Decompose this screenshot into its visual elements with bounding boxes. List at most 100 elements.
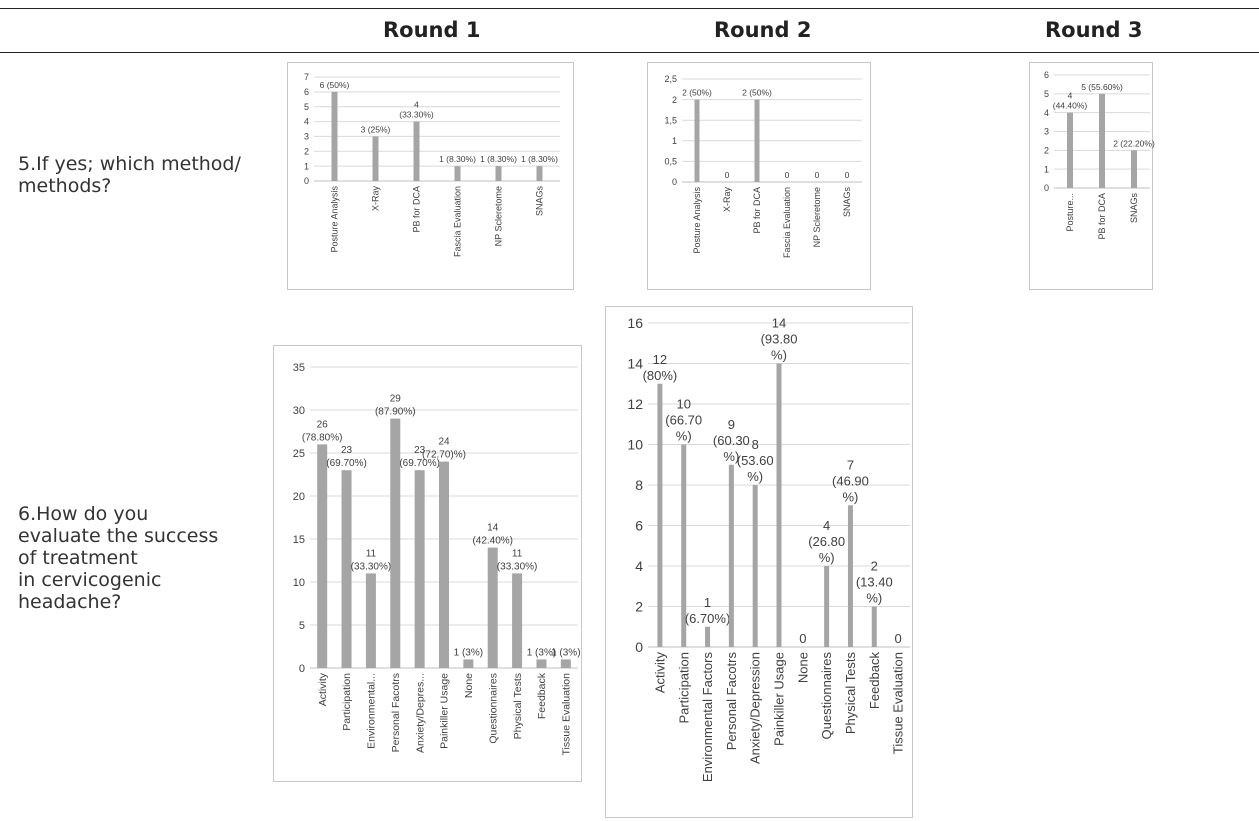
- y-tick-label: 14: [627, 355, 643, 371]
- data-label: 0: [799, 631, 806, 646]
- x-category-label: Environmental Factors: [700, 652, 715, 783]
- y-tick-label: 6: [304, 87, 309, 97]
- chart-q5-round1: 0 1 2 3 4 5 6 7 Posture Analysis 6 (50%) X-Ray 3 (2…: [287, 62, 574, 290]
- bar-posture-analysis: [331, 91, 338, 181]
- y-tick-label: 35: [293, 362, 305, 374]
- x-category-label: PB for DCA: [412, 186, 422, 233]
- data-label: 23 (69.70%): [399, 445, 440, 469]
- y-tick-label: 1: [1044, 164, 1049, 174]
- x-category-label: Painkiller Usage: [772, 652, 787, 746]
- data-label: 23 (69.70%): [326, 445, 367, 469]
- bar-posture-analysis: [694, 99, 700, 182]
- y-tick-label: 20: [293, 491, 305, 503]
- round-1-header: Round 1: [383, 18, 481, 42]
- bar-physical-tests: [512, 573, 523, 668]
- data-label: 1 (8.30%): [439, 154, 476, 164]
- y-tick-label: 5: [304, 102, 309, 112]
- data-label: 0: [815, 170, 820, 180]
- data-label: 6 (50%): [320, 80, 350, 90]
- bar-none: [463, 659, 474, 668]
- data-label: 2 (13.40%): [856, 559, 893, 606]
- data-label: 14 (42.40%): [472, 523, 513, 547]
- x-category-label: SNAGs: [535, 186, 545, 217]
- y-tick-label: 2,5: [664, 74, 677, 84]
- bar-participation: [681, 444, 687, 647]
- bar-feedback: [871, 606, 877, 647]
- bar-environmental-factors: [705, 626, 711, 647]
- y-tick-label: 25: [293, 448, 305, 460]
- bar-posture: [1067, 112, 1073, 188]
- y-tick-label: 6: [1044, 70, 1049, 80]
- data-label: 24 (72.70)%): [422, 437, 466, 461]
- bar-personal-facotrs: [728, 464, 734, 647]
- bar-pb-for-dca: [754, 99, 760, 182]
- data-label: 3 (25%): [361, 124, 391, 134]
- bar-pb-for-dca: [413, 121, 420, 181]
- y-tick-label: 4: [1044, 108, 1049, 118]
- y-tick-label: 1,5: [664, 115, 677, 125]
- x-category-label: Questionnaires: [487, 673, 499, 744]
- x-category-label: Participation: [676, 652, 691, 724]
- x-category-label: Feedback: [536, 672, 548, 719]
- y-tick-label: 1: [672, 136, 677, 146]
- y-tick-label: 16: [627, 315, 643, 331]
- x-category-label: Personal Facotrs: [390, 673, 402, 752]
- x-category-label: NP Scleretome: [494, 186, 504, 246]
- bar-pb-for-dca: [1099, 93, 1105, 188]
- y-tick-label: 30: [293, 405, 305, 417]
- x-category-label: Personal Facotrs: [724, 652, 739, 751]
- x-category-label: Tissue Evaluation: [560, 673, 572, 756]
- data-label: 0: [894, 631, 901, 646]
- y-tick-label: 10: [627, 436, 643, 452]
- data-label: 1 (8.30%): [480, 154, 517, 164]
- data-label: 4 (33.30%): [399, 100, 434, 120]
- x-category-label: Posture Analysis: [330, 186, 340, 253]
- chart-q5-round3-svg: 0 1 2 3 4 5 6 Posture... 4 (44.40%) PB for DCA 5 (5…: [1044, 70, 1155, 240]
- data-label: 4 (44.40%): [1053, 91, 1088, 111]
- data-label: 11 (33.30%): [497, 548, 538, 572]
- data-label: 12 (80%): [643, 352, 678, 383]
- chart-q5-round3: 0 1 2 3 4 5 6 Posture... 4 (44.40%) PB for DCA 5 (5…: [1029, 62, 1155, 290]
- chart-q6-round2: 0 2 4 6 8 10 12 14 16 Activity 12 (80%) Participatio…: [605, 306, 913, 818]
- data-label: 1 (3%): [527, 647, 556, 658]
- y-tick-label: 5: [1044, 89, 1049, 99]
- x-category-label: Posture...: [1065, 193, 1075, 232]
- data-label: 2 (22.20%): [1113, 138, 1155, 148]
- y-tick-label: 1: [304, 161, 309, 171]
- data-label: 14 (93.80%): [761, 316, 798, 363]
- x-category-label: None: [795, 652, 810, 683]
- y-tick-label: 0: [635, 639, 643, 655]
- x-category-label: PB for DCA: [1097, 193, 1107, 240]
- x-category-label: Tissue Evaluation: [891, 652, 906, 754]
- data-label: 11 (33.30%): [351, 548, 392, 572]
- data-label: 1 (6.70%): [685, 595, 731, 626]
- y-tick-label: 8: [635, 477, 643, 493]
- data-label: 1 (3%): [454, 647, 483, 658]
- bar-physical-tests: [847, 505, 853, 647]
- bar-painkiller-usage: [776, 363, 782, 647]
- x-category-label: NP Scleretome: [812, 187, 822, 247]
- y-tick-label: 5: [299, 620, 305, 632]
- bar-activity: [657, 383, 663, 647]
- x-category-label: Feedback: [867, 652, 882, 710]
- y-tick-label: 0: [299, 663, 305, 675]
- y-tick-label: 6: [635, 517, 643, 533]
- y-tick-label: 3: [304, 132, 309, 142]
- x-category-label: Physical Tests: [843, 652, 858, 735]
- chart-q6-round1: 0 5 10 15 20 25 30 35 Activity 26 (78.80%) Particip…: [273, 345, 582, 782]
- bar-questionnaires: [487, 547, 498, 668]
- x-category-label: Posture Analysis: [692, 187, 702, 254]
- data-label: 4 (26.80%): [808, 518, 845, 565]
- y-tick-label: 15: [293, 534, 305, 546]
- bar-environmental: [365, 573, 376, 668]
- round-3-header: Round 3: [1045, 18, 1143, 42]
- round-2-header: Round 2: [714, 18, 812, 42]
- y-tick-label: 12: [627, 396, 643, 412]
- data-label: 29 (87.90%): [375, 394, 416, 418]
- x-category-label: Environmental...: [366, 673, 378, 749]
- bar-personal-facotrs: [390, 418, 401, 668]
- data-label: 2 (50%): [682, 88, 712, 98]
- data-label: 0: [845, 170, 850, 180]
- x-category-label: SNAGs: [842, 187, 852, 218]
- bar-participation: [341, 470, 352, 668]
